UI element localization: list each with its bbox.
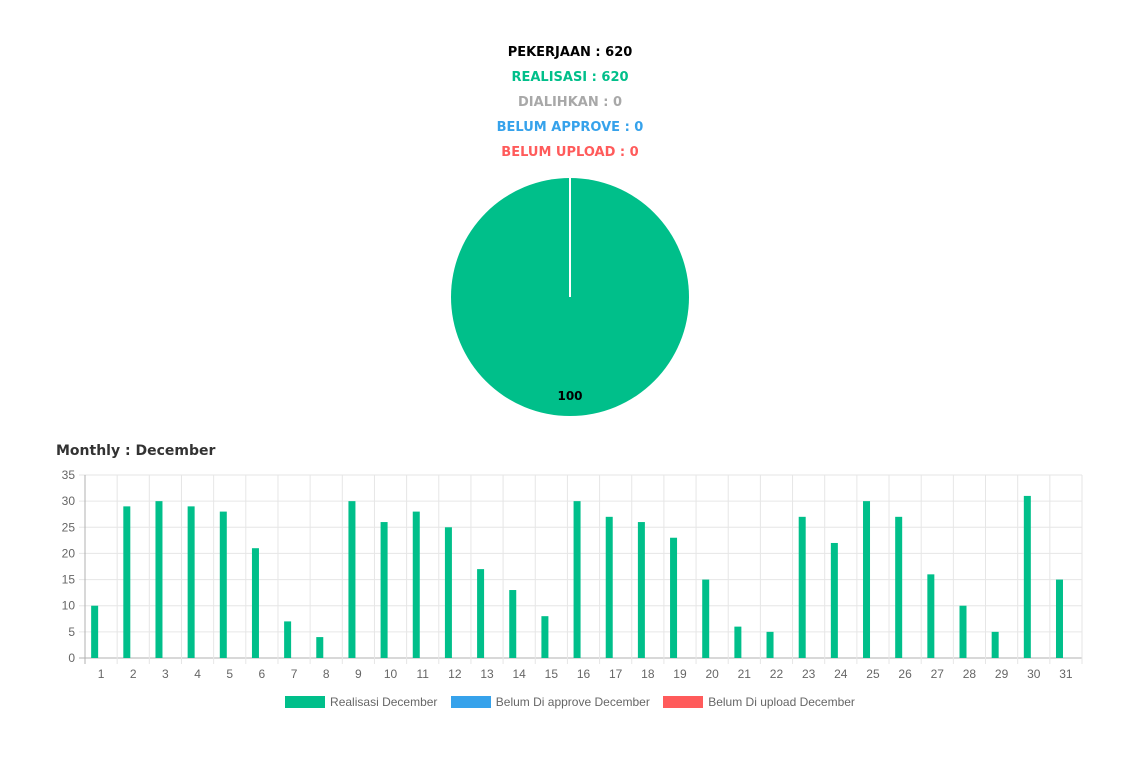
bar-realisasi-20[interactable] [702, 579, 710, 658]
pie-chart: 100 [451, 178, 689, 416]
bar-realisasi-24[interactable] [830, 542, 838, 658]
x-tick-label: 3 [162, 667, 169, 681]
stat-pekerjaan: PEKERJAAN : 620 [507, 45, 633, 60]
x-tick-label: 14 [512, 667, 526, 681]
x-tick-label: 12 [448, 667, 462, 681]
bar-realisasi-13[interactable] [477, 569, 485, 658]
bar-realisasi-31[interactable] [1055, 579, 1063, 658]
x-tick-label: 1 [98, 667, 105, 681]
bar-realisasi-2[interactable] [123, 506, 131, 658]
x-tick-label: 22 [770, 667, 784, 681]
x-tick-label: 23 [802, 667, 816, 681]
legend-item-belum-approve[interactable]: Belum Di approve December [450, 694, 650, 710]
legend-swatch-belum-upload [663, 696, 704, 709]
legend-item-belum-upload[interactable]: Belum Di upload December [663, 694, 855, 709]
x-tick-label: 4 [194, 667, 201, 681]
x-tick-label: 29 [995, 667, 1009, 681]
x-tick-label: 19 [673, 667, 687, 681]
legend-label-belum-upload: Belum Di upload December [708, 695, 855, 710]
x-tick-label: 13 [480, 667, 494, 681]
bar-realisasi-22[interactable] [766, 631, 774, 658]
bar-realisasi-11[interactable] [412, 511, 420, 658]
x-tick-label: 18 [641, 667, 655, 681]
bar-realisasi-17[interactable] [605, 516, 613, 658]
legend-swatch-belum-approve [450, 696, 491, 709]
bar-realisasi-25[interactable] [863, 501, 871, 658]
x-tick-label: 25 [866, 667, 880, 681]
y-tick-label: 30 [62, 494, 76, 508]
legend-swatch-realisasi [285, 696, 326, 709]
x-tick-label: 17 [609, 667, 623, 681]
bar-realisasi-8[interactable] [316, 637, 324, 658]
x-tick-label: 30 [1027, 667, 1041, 681]
x-tick-label: 16 [577, 667, 591, 681]
legend-label-belum-approve: Belum Di approve December [495, 695, 650, 710]
y-tick-label: 20 [62, 546, 76, 560]
bar-realisasi-27[interactable] [927, 574, 935, 658]
bar-realisasi-26[interactable] [895, 516, 903, 658]
summary-stats: PEKERJAAN : 620 REALISASI : 620 DIALIHKA… [0, 40, 1140, 165]
bar-realisasi-18[interactable] [637, 522, 645, 658]
x-tick-label: 21 [738, 667, 752, 681]
bar-realisasi-19[interactable] [670, 537, 678, 658]
bar-realisasi-9[interactable] [348, 501, 356, 658]
x-tick-label: 28 [963, 667, 977, 681]
bar-realisasi-12[interactable] [444, 527, 452, 658]
x-tick-label: 2 [130, 667, 137, 681]
x-tick-label: 15 [545, 667, 559, 681]
bar-realisasi-6[interactable] [251, 548, 259, 658]
bar-realisasi-10[interactable] [380, 522, 388, 658]
y-tick-label: 5 [68, 625, 75, 639]
legend-label-realisasi: Realisasi December [330, 695, 438, 710]
bar-realisasi-5[interactable] [219, 511, 227, 658]
y-tick-label: 15 [62, 573, 76, 587]
x-tick-label: 7 [291, 667, 298, 681]
bar-realisasi-29[interactable] [991, 631, 999, 658]
bar-realisasi-4[interactable] [187, 506, 195, 658]
x-tick-label: 26 [898, 667, 912, 681]
x-tick-label: 11 [416, 667, 429, 681]
x-tick-label: 8 [323, 667, 330, 681]
pie-slice-label-0: 100 [557, 389, 582, 403]
x-tick-label: 31 [1059, 667, 1073, 681]
bar-realisasi-28[interactable] [959, 605, 967, 658]
y-tick-label: 0 [68, 651, 75, 665]
y-tick-label: 35 [62, 468, 76, 482]
y-tick-label: 25 [62, 520, 76, 534]
bar-realisasi-3[interactable] [155, 501, 163, 658]
x-tick-label: 5 [226, 667, 233, 681]
bar-realisasi-15[interactable] [541, 616, 549, 658]
stat-realisasi: REALISASI : 620 [511, 70, 629, 85]
stat-belum-upload: BELUM UPLOAD : 0 [501, 145, 639, 160]
legend-item-realisasi[interactable]: Realisasi December [285, 694, 437, 709]
bar-realisasi-1[interactable] [91, 605, 99, 658]
x-tick-label: 27 [931, 667, 945, 681]
bar-realisasi-14[interactable] [509, 590, 517, 658]
x-tick-label: 10 [384, 667, 398, 681]
bar-realisasi-21[interactable] [734, 626, 742, 658]
bar-realisasi-23[interactable] [798, 516, 806, 658]
bar-realisasi-7[interactable] [284, 621, 292, 658]
x-tick-label: 24 [834, 667, 848, 681]
bar-realisasi-30[interactable] [1023, 495, 1031, 658]
bar-realisasi-16[interactable] [573, 501, 581, 658]
stat-dialihkan: DIALIHKAN : 0 [518, 95, 622, 110]
x-tick-label: 6 [259, 667, 266, 681]
x-tick-label: 20 [705, 667, 719, 681]
y-tick-label: 10 [62, 599, 76, 613]
monthly-title: Monthly : December [56, 443, 216, 459]
stat-belum-approve: BELUM APPROVE : 0 [496, 120, 644, 135]
x-tick-label: 9 [355, 667, 362, 681]
chart-legend: Realisasi December Belum Di approve Dece… [0, 694, 1140, 709]
